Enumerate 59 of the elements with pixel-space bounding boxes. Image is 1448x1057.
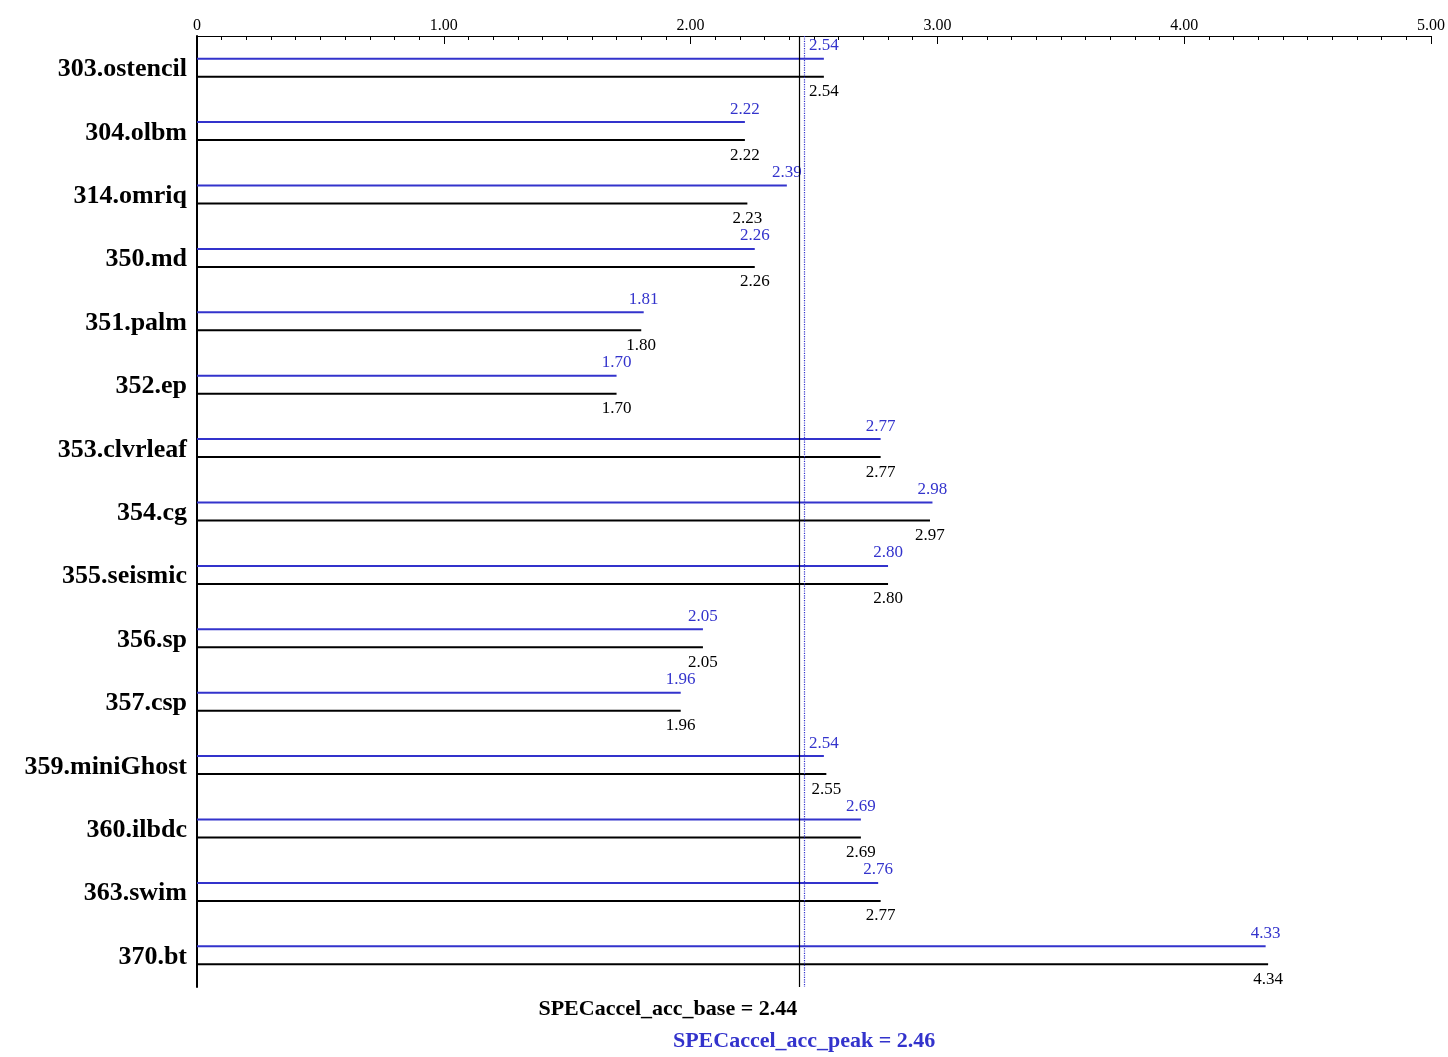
bar xyxy=(197,691,681,694)
y-tick-label: 353.clvrleaf xyxy=(57,433,188,463)
data-label: 2.26 xyxy=(739,225,770,245)
data-label: 2.55 xyxy=(811,778,842,798)
y-tick-label: 314.omriq xyxy=(73,180,188,209)
data-label: 2.54 xyxy=(809,732,840,752)
y-tick-label: 357.csp xyxy=(105,687,187,717)
data-label: 2.26 xyxy=(739,271,770,291)
data-label: 2.05 xyxy=(688,651,718,671)
data-label: 2.98 xyxy=(917,479,948,498)
y-tick-label: 356.sp xyxy=(116,623,187,653)
data-label: 2.80 xyxy=(873,542,903,562)
bar xyxy=(197,247,755,250)
data-label: 2.80 xyxy=(873,588,903,608)
bar xyxy=(197,628,703,631)
data-label: 2.22 xyxy=(730,98,760,118)
data-label: 2.22 xyxy=(730,144,760,164)
data-label: 4.34 xyxy=(1253,968,1284,988)
data-label: 2.54 xyxy=(809,81,840,101)
data-label: 2.76 xyxy=(863,859,894,879)
data-label: 1.80 xyxy=(626,334,657,354)
data-label: 1.81 xyxy=(628,288,659,308)
bar xyxy=(197,311,644,314)
y-tick-label: 354.cg xyxy=(116,497,187,526)
y-tick-label: 352.ep xyxy=(115,370,187,400)
y-tick-label: 370.bt xyxy=(118,940,188,970)
ref-line-label: SPECaccel_acc_peak = 2.46 xyxy=(672,1026,936,1052)
data-label: 2.77 xyxy=(865,461,897,481)
data-label: 2.23 xyxy=(732,208,763,227)
y-tick-label: 363.swim xyxy=(83,877,188,907)
data-label: 2.69 xyxy=(846,796,876,815)
y-tick-label: 304.olbm xyxy=(85,116,188,146)
y-tick-label: 350.md xyxy=(105,243,188,273)
x-tick-label: 5.00 xyxy=(1417,15,1445,33)
data-label: 2.05 xyxy=(688,605,718,625)
data-label: 2.77 xyxy=(865,905,897,925)
x-tick-label: 2.00 xyxy=(676,15,705,33)
data-label: 1.70 xyxy=(601,398,632,418)
y-tick-label: 359.miniGhost xyxy=(24,750,188,780)
y-tick-label: 360.ilbdc xyxy=(86,814,187,843)
bar xyxy=(197,184,787,187)
data-label: 2.77 xyxy=(865,415,897,435)
data-label: 2.69 xyxy=(846,842,876,861)
x-tick-label: 0 xyxy=(193,15,201,33)
ref-line-label: SPECaccel_acc_base = 2.44 xyxy=(538,994,798,1020)
data-label: 1.96 xyxy=(665,715,696,735)
bar xyxy=(197,121,745,124)
data-label: 2.97 xyxy=(915,525,946,544)
x-tick-label: 4.00 xyxy=(1170,15,1199,33)
data-label: 1.96 xyxy=(665,669,696,689)
y-tick-label: 351.palm xyxy=(85,306,188,336)
x-tick-label: 1.00 xyxy=(429,15,458,33)
bar xyxy=(197,374,617,377)
y-tick-label: 355.seismic xyxy=(62,560,187,590)
data-label: 4.33 xyxy=(1250,922,1281,942)
y-tick-label: 303.ostencil xyxy=(57,53,187,83)
data-label: 1.70 xyxy=(601,352,632,372)
x-tick-label: 3.00 xyxy=(923,15,952,33)
data-label: 2.54 xyxy=(809,35,840,55)
